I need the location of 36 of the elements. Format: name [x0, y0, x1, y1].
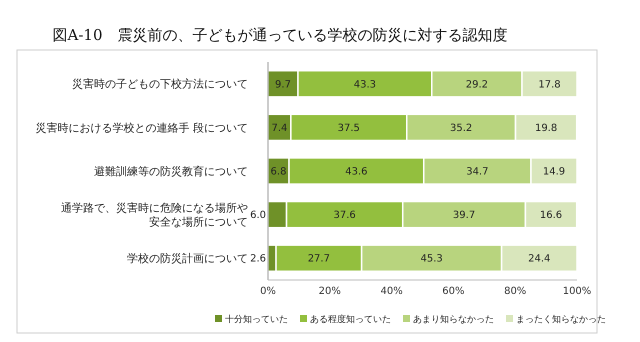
data-label: 9.7: [275, 79, 291, 90]
data-label: 7.4: [271, 122, 288, 134]
x-tick-label: 100%: [562, 286, 592, 297]
y-tick-label: 災害時における学校との連絡手 段について: [36, 121, 248, 134]
data-label: 17.8: [538, 79, 561, 90]
data-label: 14.9: [542, 166, 566, 178]
data-label: 43.6: [345, 166, 368, 178]
data-label: 6.0: [250, 210, 266, 222]
legend-label: まったく知らなかった: [516, 314, 606, 325]
x-tick-label: 20%: [318, 286, 341, 297]
data-label: 43.3: [354, 79, 376, 90]
data-label: 37.6: [334, 210, 356, 222]
chart-title: 図A-10 震災前の、子どもが通っている学校の防災に対する認知度: [52, 26, 508, 44]
data-label: 16.6: [540, 210, 562, 222]
x-tick-label: 60%: [442, 286, 465, 297]
x-tick-label: 0%: [260, 286, 276, 297]
data-label: 6.8: [270, 166, 286, 178]
x-tick-label: 40%: [380, 286, 403, 297]
y-tick-label: 学校の防災計画について: [127, 252, 248, 266]
data-label: 37.5: [338, 122, 360, 134]
data-label: 2.6: [250, 254, 266, 265]
data-label: 35.2: [450, 122, 472, 134]
data-label: 19.8: [534, 122, 558, 134]
data-label: 24.4: [528, 254, 550, 265]
data-label: 27.7: [308, 254, 330, 265]
y-tick-label: 通学路で、災害時に危険になる場所や安全な場所について: [61, 201, 248, 228]
x-tick-label: 80%: [504, 286, 526, 297]
legend-label: ある程度知っていた: [310, 314, 391, 325]
data-label: 45.3: [420, 254, 443, 265]
y-tick-label: 避難訓練等の防災教育について: [94, 164, 248, 178]
data-label: 29.2: [466, 79, 488, 90]
y-tick-label: 災害時の子どもの下校方法について: [72, 78, 248, 91]
legend-label: あまり知らなかった: [413, 314, 494, 325]
data-label: 39.7: [452, 210, 476, 222]
legend-label: 十分知っていた: [225, 314, 288, 325]
data-label: 34.7: [466, 166, 488, 178]
